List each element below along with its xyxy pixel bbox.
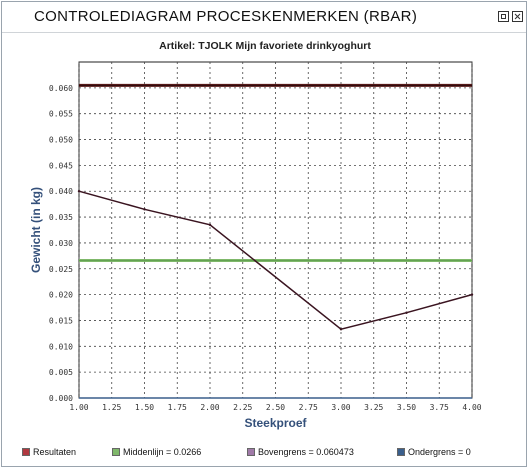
x-tick-label: 3.50 [397,403,416,412]
x-tick-label: 2.25 [233,403,252,412]
legend-label-ondergrens: Ondergrens = 0 [408,447,471,457]
legend-label-resultaten: Resultaten [33,447,77,457]
y-tick-label: 0.040 [49,187,73,196]
y-tick-label: 0.010 [49,342,73,351]
y-tick-label: 0.015 [49,316,73,325]
y-tick-label: 0.045 [49,161,73,170]
close-icon[interactable] [512,11,523,22]
x-tick-label: 2.75 [299,403,318,412]
title-bar: CONTROLEDIAGRAM PROCESKENMERKEN (RBAR) [2,2,526,33]
restore-icon[interactable] [498,11,509,22]
result-point [143,208,146,211]
y-tick-label: 0.025 [49,265,73,274]
x-tick-label: 1.50 [135,403,154,412]
legend-swatch-bovengrens [247,448,255,456]
legend-item-resultaten: Resultaten [22,447,76,457]
legend-item-middenlijn: Middenlijn = 0.0266 [112,447,201,457]
y-axis-title: Gewicht (in kg) [29,187,43,273]
window-title: CONTROLEDIAGRAM PROCESKENMERKEN (RBAR) [34,8,418,25]
result-point [208,223,212,227]
x-tick-label: 3.75 [430,403,449,412]
x-tick-label: 3.25 [364,403,383,412]
legend-label-bovengrens: Bovengrens = 0.060473 [258,447,354,457]
x-tick-label: 1.75 [168,403,187,412]
legend-swatch-middenlijn [112,448,120,456]
legend-swatch-ondergrens [397,448,405,456]
legend: Resultaten Middenlijn = 0.0266 Bovengren… [22,447,512,461]
series-resultaten-line [78,190,473,331]
y-tick-label: 0.050 [49,136,73,145]
x-tick-label: 3.00 [331,403,350,412]
y-tick-label: 0.055 [49,110,73,119]
result-point [339,328,343,331]
legend-swatch-resultaten [22,448,30,456]
chart-title: Artikel: TJOLK Mijn favoriete drinkyoghu… [159,40,371,52]
x-tick-label: 2.50 [266,403,285,412]
y-tick-label: 0.035 [49,213,73,222]
y-tick-label: 0.030 [49,239,73,248]
y-tick-label: 0.005 [49,368,73,377]
legend-item-ondergrens: Ondergrens = 0 [397,447,471,457]
legend-label-middenlijn: Middenlijn = 0.0266 [123,447,202,457]
y-tick-label: 0.000 [49,394,73,403]
x-axis-title: Steekproef [244,416,307,430]
result-point [405,311,408,314]
x-tick-label: 4.00 [462,403,481,412]
y-tick-label: 0.020 [49,291,73,300]
x-tick-label: 1.25 [102,403,121,412]
result-point [470,293,474,296]
x-tick-label: 2.00 [200,403,219,412]
result-point [77,190,81,193]
x-tick-label: 1.00 [69,403,88,412]
legend-item-bovengrens: Bovengrens = 0.060473 [247,447,354,457]
y-tick-label: 0.060 [49,84,73,93]
